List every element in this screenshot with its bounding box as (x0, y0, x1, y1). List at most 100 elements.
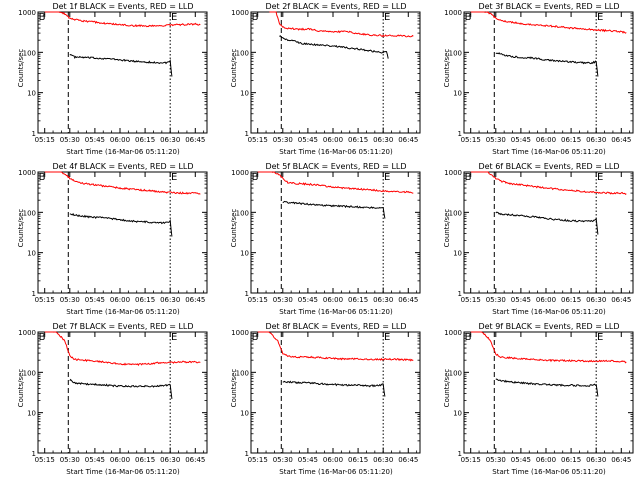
x-tick-label: 05:15 (35, 456, 55, 464)
x-tick-label: 05:45 (298, 456, 318, 464)
lld-series-line (44, 11, 201, 28)
plot-svg: 1 10 100 1000 05:15 05:30 05:45 06:00 06:15 06:30… (444, 9, 634, 144)
chart-title: Det 7f BLACK = Events, RED = LLD (52, 322, 194, 331)
x-tick-label: 05:15 (461, 456, 481, 464)
y-tick-label: 10 (453, 90, 462, 98)
plot-frame (37, 11, 208, 134)
y-tick-label: 10 (240, 410, 249, 418)
x-tick-label: 06:00 (323, 136, 343, 144)
begin-marker-label: B (39, 172, 46, 183)
y-tick-label: 10 (27, 410, 36, 418)
x-tick-label: 06:00 (110, 136, 130, 144)
x-axis-label: Start Time (16-Mar-06 05:11:20) (492, 308, 606, 316)
x-axis-label: Start Time (16-Mar-06 05:11:20) (66, 308, 180, 316)
x-tick-label: 06:00 (536, 296, 556, 304)
chart-title: Det 1f BLACK = Events, RED = LLD (52, 2, 194, 11)
plot-svg: 1 10 100 1000 05:15 05:30 05:45 06:00 06:15 06:30… (444, 329, 634, 464)
end-marker-label: E (597, 12, 603, 23)
plot-svg: 1 10 100 1000 05:15 05:30 05:45 06:00 06:15 06:30… (231, 169, 421, 304)
x-tick-label: 06:45 (185, 456, 205, 464)
y-tick-label: 1 (245, 130, 249, 138)
lld-series-line (269, 11, 414, 38)
x-tick-label: 05:30 (273, 456, 293, 464)
events-series-line (282, 380, 386, 397)
x-tick-label: 06:00 (110, 456, 130, 464)
begin-marker-label: B (465, 332, 472, 343)
x-tick-label: 05:30 (60, 456, 80, 464)
begin-marker-label: B (252, 12, 259, 23)
x-tick-label: 06:45 (398, 456, 418, 464)
chart-title: Det 8f BLACK = Events, RED = LLD (265, 322, 407, 331)
end-marker-label: E (384, 332, 390, 343)
lld-series-line (44, 331, 201, 367)
end-marker-label: E (171, 12, 177, 23)
x-tick-label: 05:15 (248, 456, 268, 464)
begin-marker-label: B (252, 172, 259, 183)
plot-svg: 1 10 100 1000 05:15 05:30 05:45 06:00 06:15 06:30… (231, 9, 421, 144)
x-axis-label: Start Time (16-Mar-06 05:11:20) (279, 148, 393, 156)
x-tick-label: 06:45 (611, 296, 631, 304)
end-marker-label: E (597, 172, 603, 183)
x-axis-label: Start Time (16-Mar-06 05:11:20) (279, 468, 393, 476)
plot-svg: 1 10 100 1000 05:15 05:30 05:45 06:00 06:15 06:30… (18, 9, 208, 144)
y-tick-label: 100 (236, 49, 249, 57)
detector-panel: 1 10 100 1000 05:15 05:30 05:45 06:00 06:15 06:30… (213, 160, 426, 320)
y-axis-label: Counts/sec (17, 48, 25, 88)
lld-series-line (44, 171, 201, 195)
plot-svg: 1 10 100 1000 05:15 05:30 05:45 06:00 06:15 06:30… (444, 169, 634, 304)
y-axis-label: Counts/sec (17, 368, 25, 408)
events-series-line (69, 54, 173, 77)
lld-series-line (470, 11, 627, 34)
y-tick-label: 100 (236, 369, 249, 377)
x-tick-label: 06:15 (348, 136, 368, 144)
y-tick-label: 100 (449, 209, 462, 217)
y-tick-label: 100 (236, 209, 249, 217)
x-tick-label: 05:30 (60, 136, 80, 144)
plot-svg: 1 10 100 1000 05:15 05:30 05:45 06:00 06:15 06:30… (231, 329, 421, 464)
y-tick-label: 100 (449, 49, 462, 57)
x-tick-label: 06:30 (373, 296, 393, 304)
y-tick-label: 1000 (231, 9, 249, 17)
y-tick-label: 10 (453, 250, 462, 258)
x-tick-label: 06:15 (135, 296, 155, 304)
x-tick-label: 06:45 (398, 136, 418, 144)
x-tick-label: 05:45 (511, 136, 531, 144)
x-tick-label: 05:15 (461, 136, 481, 144)
y-tick-label: 1000 (444, 9, 462, 17)
detector-panel: 1 10 100 1000 05:15 05:30 05:45 06:00 06:15 06:30… (213, 0, 426, 160)
plot-frame (463, 11, 634, 134)
x-tick-label: 05:15 (35, 296, 55, 304)
x-tick-label: 05:15 (461, 296, 481, 304)
x-tick-label: 05:30 (273, 296, 293, 304)
x-tick-label: 06:30 (586, 136, 606, 144)
y-tick-label: 10 (240, 250, 249, 258)
y-tick-label: 1 (458, 130, 462, 138)
x-tick-label: 05:30 (60, 296, 80, 304)
x-axis-label: Start Time (16-Mar-06 05:11:20) (279, 308, 393, 316)
detector-panel: 1 10 100 1000 05:15 05:30 05:45 06:00 06:15 06:30… (0, 0, 213, 160)
x-axis-label: Start Time (16-Mar-06 05:11:20) (66, 148, 180, 156)
x-tick-label: 06:15 (135, 136, 155, 144)
x-tick-label: 05:15 (248, 296, 268, 304)
y-axis-label: Counts/sec (443, 48, 451, 88)
events-series-line (495, 211, 599, 235)
y-tick-label: 100 (449, 369, 462, 377)
x-tick-label: 05:45 (85, 296, 105, 304)
detector-panel: 1 10 100 1000 05:15 05:30 05:45 06:00 06:15 06:30… (0, 320, 213, 480)
x-tick-label: 05:45 (298, 296, 318, 304)
y-tick-label: 1 (32, 450, 36, 458)
x-tick-label: 06:15 (561, 296, 581, 304)
x-tick-label: 06:00 (536, 456, 556, 464)
y-axis-label: Counts/sec (230, 48, 238, 88)
y-tick-label: 1000 (444, 169, 462, 177)
detector-panel: 1 10 100 1000 05:15 05:30 05:45 06:00 06:15 06:30… (426, 0, 639, 160)
chart-title: Det 6f BLACK = Events, RED = LLD (478, 162, 620, 171)
y-tick-label: 1000 (18, 169, 36, 177)
x-axis-label: Start Time (16-Mar-06 05:11:20) (492, 148, 606, 156)
events-series-line (495, 52, 599, 77)
chart-title: Det 3f BLACK = Events, RED = LLD (478, 2, 620, 11)
y-tick-label: 1000 (444, 329, 462, 337)
x-tick-label: 06:45 (611, 456, 631, 464)
events-series-line (279, 35, 389, 59)
